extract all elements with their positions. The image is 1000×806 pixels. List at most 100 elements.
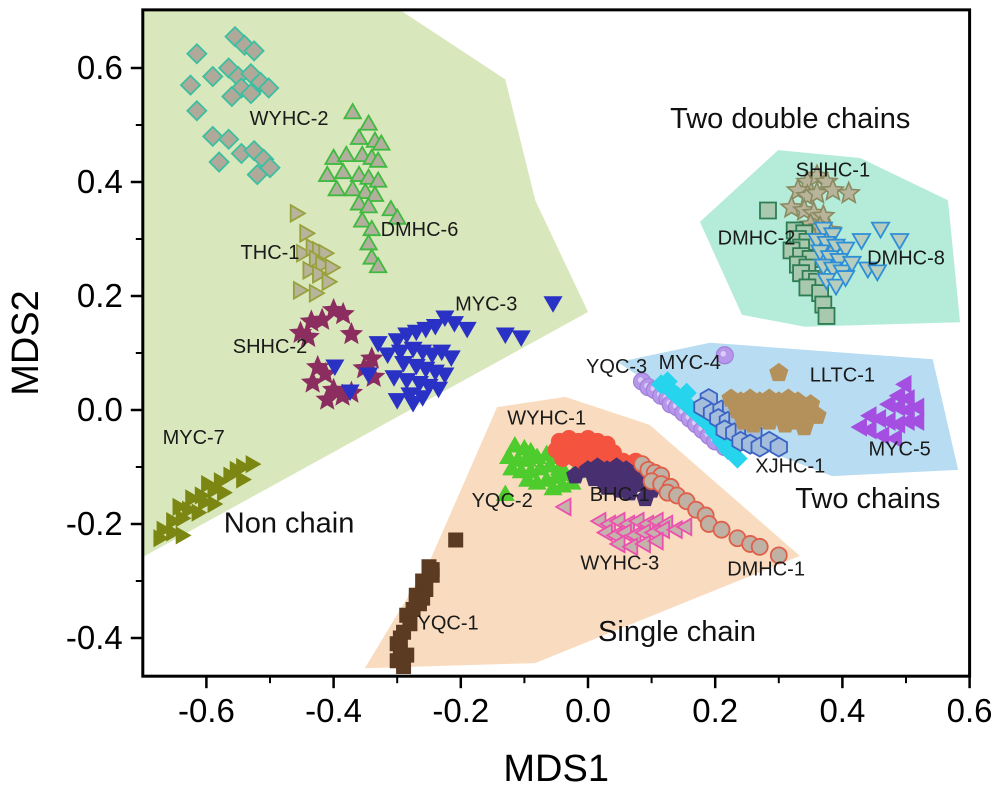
- marker-wyhc-2: [201, 65, 224, 88]
- y-tick-label: -0.2: [66, 505, 123, 542]
- marker-lltc-1: [759, 411, 779, 430]
- marker-dmhc-6: [349, 127, 369, 145]
- marker-wyhc-3: [633, 534, 651, 554]
- marker-thc-1: [312, 264, 329, 285]
- marker-dmhc-8: [851, 233, 872, 251]
- marker-wyhc-2: [217, 128, 240, 151]
- marker-myc-3: [511, 330, 531, 347]
- cluster-label-myc-7: MYC-7: [163, 427, 225, 449]
- x-axis-title: MDS1: [503, 748, 609, 790]
- marker-shhc-2: [339, 321, 364, 345]
- cluster-dmhc-6: [317, 102, 407, 274]
- x-tick-label: 0.2: [692, 692, 738, 729]
- marker-dmhc-8: [867, 264, 888, 283]
- x-tick-label: 0.4: [819, 692, 865, 729]
- cluster-label-dmhc-2: DMHC-2: [718, 228, 796, 250]
- marker-dmhc-6: [361, 219, 382, 237]
- marker-wyhc-2: [201, 125, 224, 148]
- cluster-myc-7: [153, 455, 262, 548]
- region-hull-single-chain: [364, 396, 800, 669]
- cluster-label-yqc-2: YQC-2: [472, 490, 533, 512]
- marker-myc-3: [340, 384, 360, 402]
- marker-dmhc-6: [336, 145, 357, 162]
- x-tick-label: -0.4: [305, 692, 362, 729]
- marker-myc-7: [236, 470, 252, 489]
- cluster-dmhc-8: [806, 221, 910, 297]
- marker-thc-1: [324, 257, 342, 278]
- marker-shhc-2: [300, 370, 325, 393]
- marker-myc-3: [444, 316, 464, 333]
- marker-wyhc-2: [246, 163, 269, 186]
- cluster-shhc-2: [288, 297, 386, 410]
- marker-dmhc-6: [368, 170, 388, 188]
- marker-myc-7: [182, 500, 198, 519]
- marker-myc-3: [543, 296, 563, 313]
- marker-myc-3: [403, 395, 423, 413]
- cluster-myc-5: [850, 374, 925, 449]
- marker-yqc-1: [424, 562, 440, 578]
- cluster-yqc-1: [389, 532, 464, 674]
- marker-myc-5: [885, 428, 902, 449]
- marker-dmhc-1: [769, 546, 788, 565]
- marker-myc-5: [860, 420, 877, 440]
- cluster-label-wyhc-1: WYHC-1: [507, 407, 586, 429]
- region-label-two-chains: Two chains: [795, 483, 940, 515]
- marker-shhc-2: [296, 324, 320, 347]
- marker-thc-1: [308, 283, 326, 303]
- cluster-label-dmhc-8: DMHC-8: [867, 248, 945, 270]
- marker-bhc-1: [597, 477, 617, 495]
- marker-shhc-2: [310, 307, 334, 330]
- marker-dmhc-6: [358, 233, 379, 251]
- marker-myc-3: [429, 381, 449, 399]
- marker-dmhc-6: [365, 184, 385, 202]
- marker-wyhc-2: [257, 77, 280, 99]
- cluster-label-shhc-2: SHHC-2: [233, 336, 307, 358]
- region-label-two-double-chains: Two double chains: [670, 103, 910, 135]
- marker-myc-3: [457, 321, 477, 339]
- marker-wyhc-2: [221, 85, 243, 108]
- cluster-label-lltc-1: LLTC-1: [810, 365, 875, 387]
- marker-wyhc-3: [621, 537, 639, 557]
- marker-gleam: [720, 351, 726, 357]
- cluster-labels: WYHC-2 DMHC-6 THC-1 SHHC-2 MYC-3 MYC-7 YQC-1 YQ…: [163, 108, 945, 634]
- marker-myc-7: [166, 512, 182, 531]
- marker-wyhc-3: [554, 497, 572, 517]
- cluster-label-shhc-1: SHHC-1: [796, 159, 870, 181]
- marker-myc-3: [387, 393, 407, 410]
- x-tick-label: -0.2: [432, 692, 489, 729]
- marker-yqc-2: [543, 478, 563, 496]
- marker-thc-1: [289, 203, 307, 224]
- marker-wyhc-3: [608, 534, 626, 554]
- marker-thc-1: [299, 223, 317, 244]
- marker-thc-1: [321, 271, 339, 292]
- marker-myc-5: [907, 411, 925, 431]
- marker-wyhc-2: [179, 74, 202, 96]
- marker-myc-3: [387, 333, 407, 350]
- marker-dmhc-6: [358, 196, 379, 214]
- marker-myc-7: [153, 529, 170, 548]
- marker-yqc-1: [415, 590, 431, 606]
- axis-ticks: [130, 66, 971, 689]
- marker-thc-1: [302, 260, 320, 281]
- y-axis-title: MDS2: [5, 290, 47, 396]
- marker-dmhc-6: [368, 150, 388, 168]
- cluster-label-wyhc-3: WYHC-3: [580, 553, 659, 575]
- marker-myc-3: [390, 344, 410, 362]
- marker-dmhc-6: [342, 179, 363, 197]
- marker-myc-3: [495, 327, 515, 345]
- marker-lltc-1: [794, 416, 814, 436]
- cluster-thc-1: [289, 203, 342, 303]
- plot-frame: [141, 8, 972, 678]
- cluster-label-myc-3: MYC-3: [455, 293, 517, 315]
- x-tick-labels: -0.6 -0.4 -0.2 0.0 0.2 0.4 0.6: [178, 692, 993, 729]
- marker-myc-7: [223, 466, 240, 485]
- cluster-wyhc-3: [554, 497, 693, 557]
- marker-myc-7: [185, 489, 201, 508]
- marker-dmhc-8: [870, 221, 891, 240]
- marker-dmhc-8: [841, 255, 863, 274]
- region-labels: Non chain Single chain Two chains Two doubl…: [224, 103, 941, 648]
- marker-bhc-1: [620, 483, 639, 501]
- cluster-label-dmhc-1: DMHC-1: [727, 558, 805, 580]
